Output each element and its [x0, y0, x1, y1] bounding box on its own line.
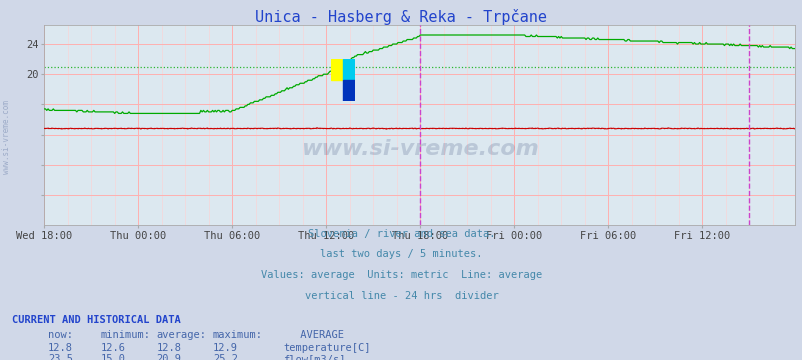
Text: minimum:: minimum: [100, 330, 150, 340]
Text: now:: now: [48, 330, 73, 340]
Text: www.si-vreme.com: www.si-vreme.com [2, 100, 11, 174]
Text: vertical line - 24 hrs  divider: vertical line - 24 hrs divider [304, 291, 498, 301]
Text: Values: average  Units: metric  Line: average: Values: average Units: metric Line: aver… [261, 270, 541, 280]
Text: temperature[C]: temperature[C] [283, 343, 371, 353]
Text: 12.8: 12.8 [156, 343, 181, 353]
Text: AVERAGE: AVERAGE [269, 330, 343, 340]
Text: www.si-vreme.com: www.si-vreme.com [300, 139, 538, 159]
Text: flow[m3/s]: flow[m3/s] [283, 354, 346, 360]
Text: Unica - Hasberg & Reka - Trpčane: Unica - Hasberg & Reka - Trpčane [255, 9, 547, 25]
Text: average:: average: [156, 330, 206, 340]
Text: maximum:: maximum: [213, 330, 262, 340]
Text: 12.8: 12.8 [48, 343, 73, 353]
Text: 12.9: 12.9 [213, 343, 237, 353]
Bar [342, 80, 354, 100]
Text: last two days / 5 minutes.: last two days / 5 minutes. [320, 249, 482, 260]
Text: 12.6: 12.6 [100, 343, 125, 353]
Text: 20.9: 20.9 [156, 354, 181, 360]
Text: 23.5: 23.5 [48, 354, 73, 360]
Text: 25.2: 25.2 [213, 354, 237, 360]
Text: CURRENT AND HISTORICAL DATA: CURRENT AND HISTORICAL DATA [12, 315, 180, 325]
Text: 15.0: 15.0 [100, 354, 125, 360]
Text: Slovenia / river and sea data.: Slovenia / river and sea data. [307, 229, 495, 239]
Bar [342, 59, 354, 80]
Bar [331, 59, 342, 80]
